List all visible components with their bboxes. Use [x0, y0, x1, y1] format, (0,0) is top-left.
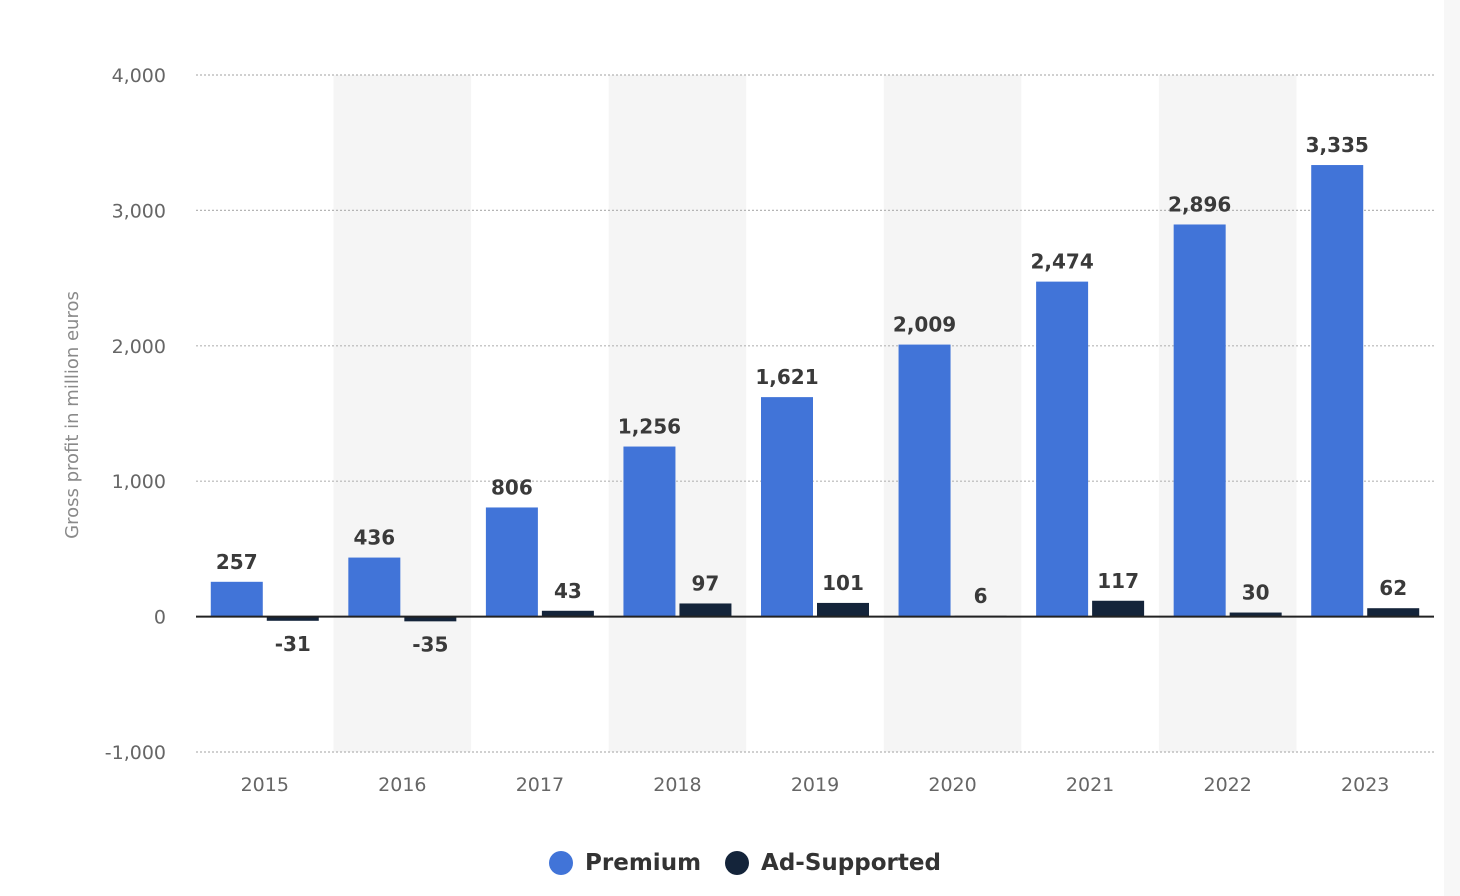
- data-label-premium-2019: 1,621: [755, 365, 818, 389]
- bar-ad-supported-2017: [541, 610, 594, 617]
- x-tick-label-2023: 2023: [1341, 774, 1389, 796]
- y-tick-label: 3,000: [112, 200, 166, 222]
- bar-premium-2015: [210, 581, 263, 617]
- data-label-premium-2015: 257: [216, 550, 258, 574]
- data-label-premium-2023: 3,335: [1306, 133, 1369, 157]
- x-tick-label-2022: 2022: [1203, 774, 1251, 796]
- data-label-premium-2016: 436: [353, 526, 395, 550]
- y-axis-title: Gross profit in million euros: [62, 291, 83, 539]
- legend: Premium Ad-Supported: [0, 846, 1460, 880]
- data-label-premium-2020: 2,009: [893, 313, 956, 337]
- data-label-ad-supported-2017: 43: [554, 579, 582, 603]
- data-label-ad-supported-2019: 101: [822, 571, 864, 595]
- bar-ad-supported-2023: [1367, 608, 1420, 617]
- legend-item-premium[interactable]: Premium: [549, 850, 701, 876]
- data-label-ad-supported-2021: 117: [1097, 569, 1139, 593]
- y-tick-label: 0: [154, 607, 166, 629]
- y-tick-label: 4,000: [112, 65, 166, 87]
- bar-premium-2016: [348, 557, 401, 617]
- data-label-premium-2022: 2,896: [1168, 192, 1231, 216]
- bar-ad-supported-2022: [1229, 612, 1282, 617]
- data-label-ad-supported-2023: 62: [1379, 576, 1407, 600]
- bar-ad-supported-2015: [266, 616, 319, 621]
- data-label-ad-supported-2022: 30: [1242, 581, 1270, 605]
- x-tick-label-2019: 2019: [791, 774, 839, 796]
- bars: [210, 165, 1420, 622]
- data-label-ad-supported-2016: -35: [412, 632, 448, 656]
- y-axis-ticks: -1,000 0 1,000 2,000 3,000 4,000: [105, 65, 166, 764]
- x-axis-ticks: 2015 2016 2017 2018 2019 2020 2021 2022 2023: [241, 774, 1390, 796]
- bar-ad-supported-2018: [679, 603, 732, 617]
- legend-item-ad-supported[interactable]: Ad-Supported: [725, 850, 941, 876]
- bar-premium-2020: [898, 344, 951, 617]
- legend-label-ad-supported: Ad-Supported: [761, 850, 941, 876]
- data-labels: 2574368061,2561,6212,0092,4742,8963,335-…: [216, 133, 1407, 656]
- bar-ad-supported-2016: [404, 616, 457, 622]
- y-tick-label: 1,000: [112, 471, 166, 493]
- data-label-premium-2021: 2,474: [1030, 250, 1093, 274]
- data-label-premium-2017: 806: [491, 475, 533, 499]
- alternating-bands: [333, 75, 1297, 752]
- bar-premium-2019: [761, 397, 813, 617]
- bar-premium-2021: [1036, 281, 1089, 617]
- bar-premium-2017: [485, 507, 538, 617]
- x-tick-label-2016: 2016: [378, 774, 426, 796]
- ad-supported-swatch-icon: [725, 851, 750, 875]
- right-scroll-strip: [1444, 0, 1460, 896]
- x-tick-label-2021: 2021: [1066, 774, 1114, 796]
- bar-premium-2018: [623, 446, 676, 617]
- band-2018: [608, 75, 747, 752]
- x-tick-label-2018: 2018: [653, 774, 701, 796]
- bar-premium-2023: [1311, 165, 1364, 617]
- data-label-ad-supported-2015: -31: [275, 632, 311, 656]
- y-tick-label: 2,000: [112, 336, 166, 358]
- data-label-premium-2018: 1,256: [618, 415, 681, 439]
- bar-ad-supported-2019: [817, 602, 869, 617]
- bar-ad-supported-2021: [1092, 600, 1145, 617]
- data-label-ad-supported-2020: 6: [974, 584, 988, 608]
- band-2016: [333, 75, 472, 752]
- x-tick-label-2020: 2020: [928, 774, 976, 796]
- x-tick-label-2015: 2015: [241, 774, 289, 796]
- premium-swatch-icon: [549, 851, 574, 875]
- legend-label-premium: Premium: [585, 850, 702, 876]
- data-label-ad-supported-2018: 97: [692, 571, 720, 595]
- y-tick-label: -1,000: [105, 742, 166, 764]
- x-tick-label-2017: 2017: [516, 774, 564, 796]
- bar-premium-2022: [1173, 224, 1226, 617]
